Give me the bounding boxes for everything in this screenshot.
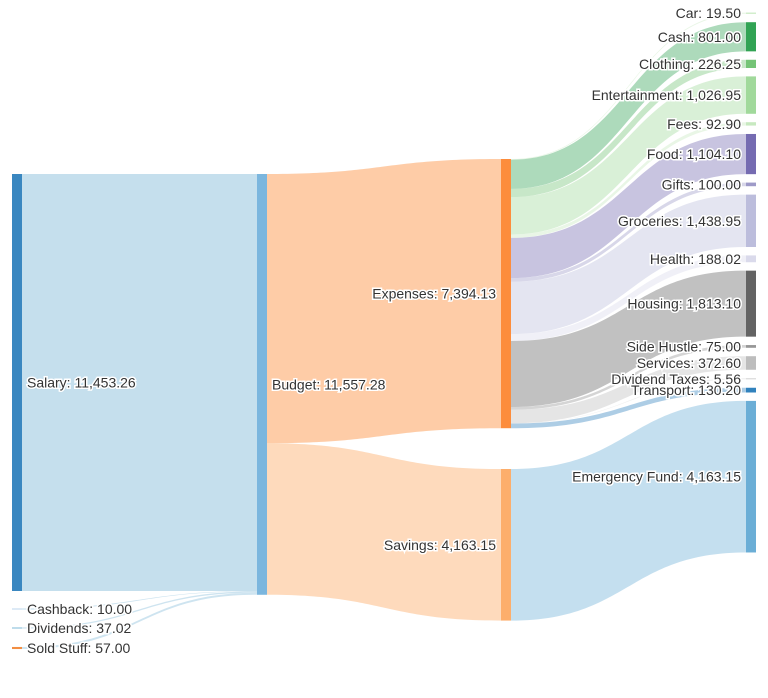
label-clothing: Clothing: 226.25 bbox=[639, 56, 741, 72]
label-expenses: Expenses: 7,394.13 bbox=[372, 286, 496, 302]
node-salary bbox=[12, 174, 22, 591]
label-emergency: Emergency Fund: 4,163.15 bbox=[572, 469, 741, 485]
link-expenses-to-sidehustle bbox=[511, 345, 746, 410]
label-services: Services: 372.60 bbox=[637, 355, 741, 371]
label-budget: Budget: 11,557.28 bbox=[272, 376, 386, 392]
label-savings: Savings: 4,163.15 bbox=[384, 537, 496, 553]
node-entertainment bbox=[746, 76, 756, 114]
link-expenses-to-clothing bbox=[511, 59, 746, 198]
node-groceries bbox=[746, 194, 756, 248]
node-car bbox=[746, 12, 756, 14]
label-cash: Cash: 801.00 bbox=[658, 29, 741, 45]
node-savings bbox=[501, 469, 511, 621]
link-dividends-to-budget bbox=[22, 591, 257, 629]
link-budget-to-savings bbox=[267, 443, 501, 621]
link-expenses-to-food bbox=[511, 133, 746, 279]
link-budget-to-expenses bbox=[267, 159, 501, 444]
link-expenses-to-car bbox=[511, 12, 746, 160]
link-sold-to-budget bbox=[22, 592, 257, 650]
link-expenses-to-entertainment bbox=[511, 76, 746, 235]
node-housing bbox=[746, 270, 756, 337]
node-emergency bbox=[746, 400, 756, 553]
label-car: Car: 19.50 bbox=[676, 5, 742, 21]
label-salary: Salary: 11,453.26 bbox=[27, 375, 136, 391]
node-sold bbox=[12, 646, 22, 650]
link-expenses-to-fees bbox=[511, 122, 746, 238]
node-gifts bbox=[746, 182, 756, 187]
node-cashback bbox=[12, 608, 22, 610]
node-clothing bbox=[746, 59, 756, 69]
label-groceries: Groceries: 1,438.95 bbox=[618, 213, 741, 229]
link-expenses-to-gifts bbox=[511, 182, 746, 282]
node-fees bbox=[746, 122, 756, 126]
link-expenses-to-cash bbox=[511, 22, 746, 189]
label-cashback: Cashback: 10.00 bbox=[27, 601, 132, 617]
link-salary-to-budget bbox=[22, 174, 257, 591]
node-services bbox=[746, 356, 756, 370]
label-dividends: Dividends: 37.02 bbox=[27, 620, 132, 636]
node-health bbox=[746, 255, 756, 263]
sankey-nodes bbox=[12, 12, 756, 650]
link-expenses-to-health bbox=[511, 255, 746, 341]
link-expenses-to-housing bbox=[511, 270, 746, 407]
label-fees: Fees: 92.90 bbox=[667, 116, 741, 132]
node-budget bbox=[257, 174, 267, 595]
label-sold: Sold Stuff: 57.00 bbox=[27, 640, 130, 656]
label-divtaxes: Dividend Taxes: 5.56 bbox=[611, 371, 741, 387]
node-food bbox=[746, 133, 756, 175]
link-savings-to-emergency bbox=[511, 400, 746, 621]
label-sidehustle: Side Hustle: 75.00 bbox=[627, 338, 742, 354]
node-transport bbox=[746, 387, 756, 393]
node-sidehustle bbox=[746, 345, 756, 348]
label-health: Health: 188.02 bbox=[650, 251, 741, 267]
node-dividends bbox=[12, 627, 22, 629]
sankey-labels: Salary: 11,453.26 Cashback: 10.00 Dividend… bbox=[26, 4, 743, 658]
node-divtaxes bbox=[746, 378, 756, 380]
node-cash bbox=[746, 22, 756, 52]
link-expenses-to-transport bbox=[511, 387, 746, 429]
label-housing: Housing: 1,813.10 bbox=[627, 296, 741, 312]
link-expenses-to-services bbox=[511, 356, 746, 424]
link-cashback-to-budget bbox=[22, 591, 257, 610]
node-expenses bbox=[501, 159, 511, 429]
link-expenses-to-groceries bbox=[511, 194, 746, 335]
label-entertainment: Entertainment: 1,026.95 bbox=[592, 87, 742, 103]
link-expenses-to-divtaxes bbox=[511, 378, 746, 424]
sankey-links bbox=[22, 12, 746, 650]
label-food: Food: 1,104.10 bbox=[647, 146, 741, 162]
label-transport: Transport: 130.20 bbox=[631, 382, 741, 398]
label-gifts: Gifts: 100.00 bbox=[662, 176, 742, 192]
